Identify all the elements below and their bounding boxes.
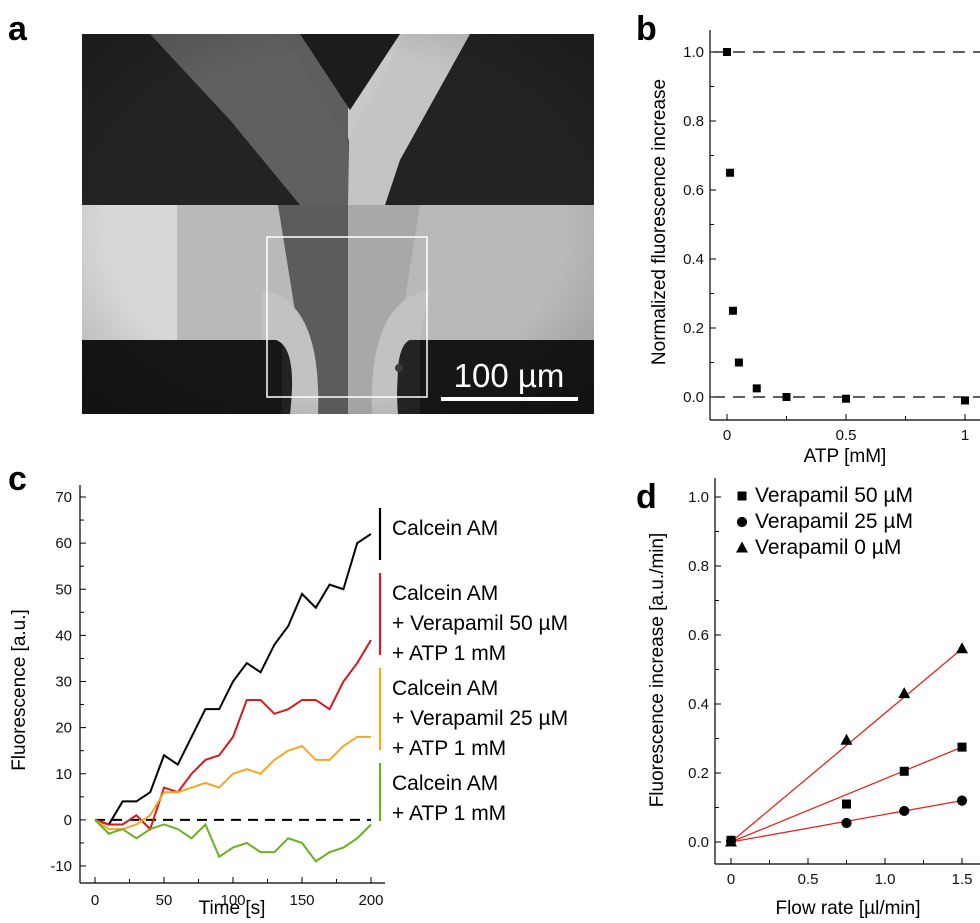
c-series-line-4 (94, 819, 372, 863)
d-x-axis-title: Flow rate [µl/min] (775, 898, 920, 919)
chart-d-flow-rate: 0.0 0.2 0.4 0.6 0.8 1.0 0 0.5 1.0 1.5 Verapamil 50… (647, 478, 980, 919)
d-data-point-circle (899, 805, 910, 817)
d-x-tick-label: 1.5 (952, 871, 973, 888)
c-x-tick-label: 200 (358, 892, 383, 909)
b-data-point (728, 306, 737, 315)
b-y-tick-label: 0.8 (683, 113, 704, 130)
c-legend-label: + ATP 1 mM (392, 642, 506, 665)
d-data-point-square (899, 766, 909, 776)
d-data-point-square (957, 742, 967, 752)
c-y-tick-label: 40 (55, 627, 72, 644)
panel-d-letter: d (636, 478, 657, 516)
c-x-tick-label: 50 (156, 892, 173, 909)
panel-c-letter: c (8, 460, 27, 498)
c-y-tick-label: 60 (55, 535, 72, 552)
c-legend-label: Calcein AM (392, 772, 498, 795)
c-y-tick-label: -10 (50, 858, 72, 875)
c-legend-label: + Verapamil 25 µM (392, 707, 568, 730)
c-y-tick-label: 0 (64, 812, 72, 829)
b-y-tick-label: 0.6 (683, 182, 704, 199)
c-x-axis-title: Time [s] (199, 898, 266, 919)
b-x-tick-label: 0.5 (836, 427, 857, 444)
c-y-tick-label: 30 (55, 674, 72, 691)
c-legend-label: Calcein AM (392, 517, 498, 540)
b-y-tick-label: 0.2 (683, 320, 704, 337)
d-legend-label: Verapamil 25 µM (755, 510, 913, 533)
b-data-point (842, 394, 850, 403)
c-y-axis-title: Fluorescence [a.u.] (9, 609, 30, 771)
scale-bar (441, 397, 578, 401)
c-legend-label: + Verapamil 50 µM (392, 612, 568, 635)
c-legend-label: Calcein AM (392, 677, 498, 700)
b-data-point (752, 384, 761, 393)
c-y-tick-label: 10 (55, 766, 72, 783)
d-fit-line-3 (730, 648, 963, 843)
b-data-point (782, 393, 791, 401)
d-data-point-triangle (725, 835, 737, 847)
d-legend-label: Verapamil 50 µM (755, 484, 913, 507)
d-data-point-square (842, 799, 851, 809)
d-y-axis-title: Fluorescence increase [a.u./min] (647, 533, 668, 808)
b-data-point (725, 168, 734, 177)
b-data-point (961, 396, 969, 405)
c-x-tick-label: 100 (220, 892, 245, 909)
d-y-tick-label: 0.0 (688, 834, 709, 851)
d-data-point-triangle (840, 733, 853, 745)
c-legend-label: + ATP 1 mM (392, 802, 506, 825)
b-data-point (734, 358, 743, 367)
c-x-tick-label: 0 (91, 892, 99, 909)
d-legend-marker-circle (736, 516, 748, 528)
b-y-axis-title: Normalized fluorescence increase (649, 79, 670, 365)
d-y-tick-label: 0.6 (688, 627, 709, 644)
c-series-line-2 (94, 639, 372, 831)
c-y-tick-label: 70 (55, 489, 72, 506)
d-data-point-triangle (898, 687, 911, 699)
b-x-axis-title: ATP [mM] (804, 446, 887, 467)
c-y-tick-label: 50 (55, 581, 72, 598)
c-series-line-3 (94, 735, 371, 831)
d-y-tick-label: 1.0 (688, 489, 709, 506)
panel-a-letter: a (8, 10, 28, 48)
d-y-tick-label: 0.8 (688, 558, 709, 575)
c-legend-label: + ATP 1 mM (392, 737, 506, 760)
c-series-line-1 (94, 533, 372, 826)
d-legend-marker-triangle (736, 541, 748, 553)
b-x-tick-label: 0 (723, 427, 731, 444)
micrograph (82, 34, 594, 414)
panel-b-letter: b (636, 10, 657, 48)
b-x-tick-label: 1 (961, 427, 969, 444)
d-data-point-triangle (956, 642, 968, 654)
scale-bar-label: 100 µm (454, 357, 565, 394)
b-data-point (723, 48, 731, 56)
b-y-tick-label: 0.4 (683, 251, 704, 268)
chart-b-atp-dose-response: 0.0 0.2 0.4 0.6 0.8 1.0 0 0.5 1 ATP [mM] Normalize… (649, 30, 980, 467)
d-y-tick-label: 0.2 (688, 765, 709, 782)
d-legend-marker-square (737, 491, 747, 501)
b-y-tick-label: 0.0 (683, 389, 704, 406)
roi-box (266, 236, 428, 398)
d-x-tick-label: 0 (727, 871, 735, 888)
d-y-tick-label: 0.4 (688, 696, 709, 713)
d-fit-line-1 (730, 746, 963, 843)
c-y-tick-label: 20 (55, 720, 72, 737)
d-data-point-circle (956, 795, 968, 806)
d-legend-label: Verapamil 0 µM (755, 536, 901, 559)
chart-c-fluorescence-timecourse: -10 0 10 20 30 40 50 60 70 0 50 100 150 200 Calcein AM… (9, 485, 568, 919)
c-x-tick-label: 150 (289, 892, 314, 909)
c-legend-label: Calcein AM (392, 582, 498, 605)
d-x-tick-label: 0.5 (798, 871, 819, 888)
d-x-tick-label: 1.0 (875, 871, 896, 888)
b-y-tick-label: 1.0 (683, 44, 704, 61)
d-data-point-circle (841, 817, 852, 829)
